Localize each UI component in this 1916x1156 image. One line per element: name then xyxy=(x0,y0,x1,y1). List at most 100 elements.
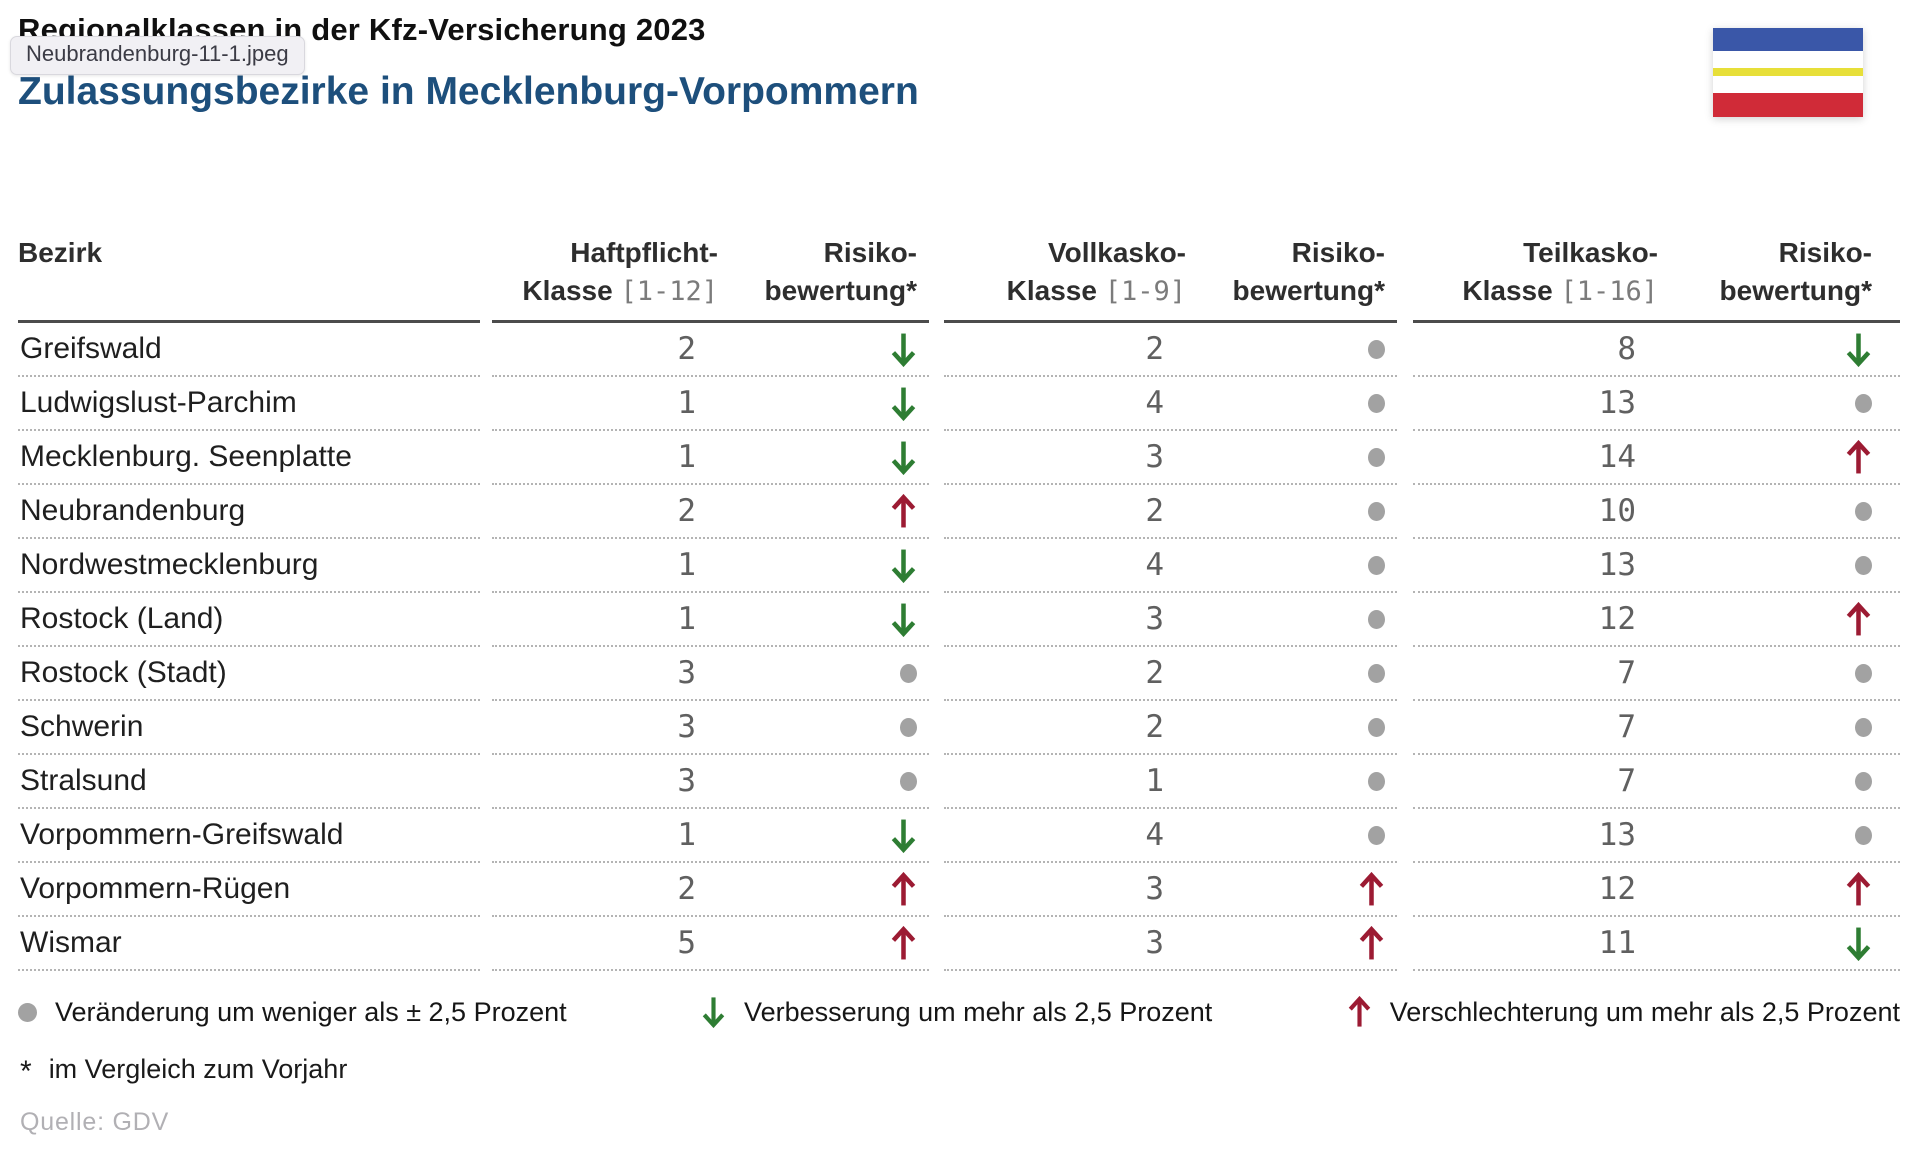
class-value: 7 xyxy=(1617,655,1636,691)
down-arrow-icon xyxy=(891,549,916,583)
risk-rating xyxy=(1672,601,1900,637)
risk-rating xyxy=(1672,717,1900,737)
class-value: 3 xyxy=(677,709,696,745)
risk-rating xyxy=(1200,501,1397,521)
class-value: 8 xyxy=(1617,331,1636,367)
class-value: 2 xyxy=(1145,709,1164,745)
risk-rating xyxy=(1200,447,1397,467)
district-name: Greifswald xyxy=(20,332,162,365)
legend-item: Verbesserung um mehr als 2,5 Prozent xyxy=(701,996,1212,1028)
legend-label: Veränderung um weniger als ± 2,5 Prozent xyxy=(55,996,567,1027)
class-value: 13 xyxy=(1598,385,1636,421)
down-arrow-icon xyxy=(891,441,916,475)
column-header: Teilkasko- Klasse [1-16] xyxy=(1462,237,1658,307)
risk-rating xyxy=(1200,555,1397,575)
neutral-dot-icon xyxy=(900,717,917,737)
class-value: 7 xyxy=(1617,763,1636,799)
neutral-dot-icon xyxy=(18,1002,37,1022)
down-arrow-icon xyxy=(702,997,725,1028)
table-header: Bezirk Haftpflicht- Klasse [1-12] Risiko-be… xyxy=(18,234,1900,323)
class-value: 1 xyxy=(677,385,696,421)
class-value: 2 xyxy=(677,871,696,907)
class-value: 13 xyxy=(1598,817,1636,853)
table-row: Ludwigslust-Parchim 1 4 13 xyxy=(18,377,1900,431)
neutral-dot-icon xyxy=(18,1002,37,1022)
table-row: Mecklenburg. Seenplatte 1 3 14 xyxy=(18,431,1900,485)
risk-rating xyxy=(1672,393,1900,413)
class-value: 2 xyxy=(1145,655,1164,691)
risk-rating xyxy=(732,332,929,367)
district-name: Mecklenburg. Seenplatte xyxy=(20,440,352,473)
district-name: Nordwestmecklenburg xyxy=(20,548,319,581)
class-range: [1-16] xyxy=(1560,276,1658,307)
class-value: 2 xyxy=(677,493,696,529)
class-value: 3 xyxy=(677,655,696,691)
class-value: 1 xyxy=(677,601,696,637)
up-arrow-icon xyxy=(1359,871,1384,905)
up-arrow-icon xyxy=(891,493,916,527)
neutral-dot-icon xyxy=(1368,825,1385,845)
neutral-dot-icon xyxy=(1855,717,1872,737)
risk-rating xyxy=(732,440,929,475)
table-row: Neubrandenburg 2 2 10 xyxy=(18,485,1900,539)
footnote-text: im Vergleich zum Vorjahr xyxy=(48,1054,348,1084)
risk-rating xyxy=(1672,825,1900,845)
legend: Veränderung um weniger als ± 2,5 Prozent… xyxy=(18,996,1900,1028)
risk-rating xyxy=(1200,609,1397,629)
district-name: Schwerin xyxy=(20,710,144,743)
neutral-dot-icon xyxy=(1855,393,1872,413)
class-value: 2 xyxy=(1145,493,1164,529)
up-arrow-icon xyxy=(1846,871,1871,905)
district-name: Neubrandenburg xyxy=(20,494,246,527)
neutral-dot-icon xyxy=(1368,501,1385,521)
class-value: 3 xyxy=(677,763,696,799)
risk-rating xyxy=(1200,871,1397,907)
down-arrow-icon xyxy=(891,333,916,367)
column-header: Vollkasko- Klasse [1-9] xyxy=(1006,237,1186,307)
class-value: 12 xyxy=(1598,601,1636,637)
risk-rating xyxy=(1672,439,1900,475)
footnote-marker: * xyxy=(20,1055,32,1088)
neutral-dot-icon xyxy=(1855,771,1872,791)
table-row: Vorpommern-Rügen 2 3 12 xyxy=(18,863,1900,917)
district-name: Wismar xyxy=(20,926,122,959)
filename-tooltip: Neubrandenburg-11-1.jpeg xyxy=(10,36,305,75)
class-value: 5 xyxy=(677,925,696,961)
neutral-dot-icon xyxy=(900,771,917,791)
class-value: 3 xyxy=(1145,601,1164,637)
column-header: Risiko-bewertung* xyxy=(1719,237,1872,306)
down-arrow-icon xyxy=(1846,333,1871,367)
class-value: 3 xyxy=(1145,439,1164,475)
risk-rating xyxy=(732,663,929,683)
table-row: Rostock (Stadt) 3 2 7 xyxy=(18,647,1900,701)
risk-rating xyxy=(1672,771,1900,791)
risk-rating xyxy=(1200,393,1397,413)
risk-rating xyxy=(732,602,929,637)
risk-rating xyxy=(1672,555,1900,575)
class-value: 13 xyxy=(1598,547,1636,583)
legend-label: Verbesserung um mehr als 2,5 Prozent xyxy=(744,996,1213,1027)
district-name: Stralsund xyxy=(20,764,147,797)
neutral-dot-icon xyxy=(1855,501,1872,521)
source-label: Quelle: GDV xyxy=(20,1108,170,1136)
class-value: 4 xyxy=(1145,385,1164,421)
risk-rating xyxy=(1200,825,1397,845)
neutral-dot-icon xyxy=(1368,555,1385,575)
down-arrow-icon xyxy=(891,819,916,853)
column-header: Haftpflicht- Klasse [1-12] xyxy=(522,237,718,307)
table-row: Vorpommern-Greifswald 1 4 13 xyxy=(18,809,1900,863)
class-value: 4 xyxy=(1145,547,1164,583)
up-arrow-icon xyxy=(891,925,916,959)
neutral-dot-icon xyxy=(1855,555,1872,575)
up-arrow-icon xyxy=(1846,601,1871,635)
down-arrow-icon xyxy=(891,387,916,421)
risk-rating xyxy=(1200,663,1397,683)
risk-rating xyxy=(1200,771,1397,791)
district-name: Ludwigslust-Parchim xyxy=(20,386,297,419)
risk-rating xyxy=(1672,501,1900,521)
neutral-dot-icon xyxy=(1368,447,1385,467)
neutral-dot-icon xyxy=(1855,825,1872,845)
column-header: Bezirk xyxy=(18,237,103,268)
class-value: 4 xyxy=(1145,817,1164,853)
risk-rating xyxy=(1200,717,1397,737)
